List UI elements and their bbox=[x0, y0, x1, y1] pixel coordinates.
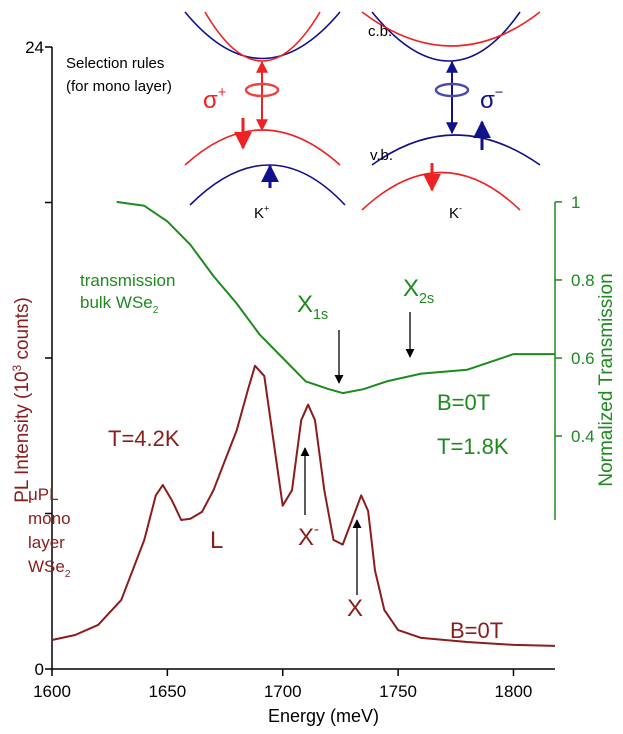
annotation-sub: 1s bbox=[313, 307, 328, 323]
x-tick-label: 1750 bbox=[379, 682, 417, 701]
annotation-sup: − bbox=[495, 85, 503, 101]
annotation-text: bulk WSe bbox=[80, 293, 153, 312]
annotation: X1s bbox=[297, 291, 328, 323]
annotation-text: T=1.8K bbox=[437, 434, 509, 459]
y2-tick-label: 1 bbox=[571, 193, 580, 212]
x-tick-label: 1600 bbox=[33, 682, 71, 701]
annotation-text: X bbox=[297, 291, 313, 318]
annotation: transmission bbox=[80, 271, 175, 290]
annotation-text: X bbox=[347, 595, 363, 622]
annotation: mono bbox=[28, 509, 71, 528]
annotation: σ− bbox=[480, 85, 503, 114]
annotation: K+ bbox=[254, 203, 269, 222]
y2-tick-label: 0.4 bbox=[571, 427, 595, 446]
annotation-sub: 2s bbox=[419, 291, 434, 307]
annotation-text: c.b. bbox=[368, 23, 392, 40]
annotation-text: Selection rules bbox=[66, 55, 164, 72]
y-axis-label-text: PL Intensity (10 bbox=[12, 371, 33, 502]
annotation: B=0T bbox=[450, 618, 503, 643]
annotation-text: v.b. bbox=[370, 147, 393, 164]
annotation: c.b. bbox=[368, 23, 392, 40]
annotation: K- bbox=[449, 203, 462, 222]
annotation-text: σ bbox=[203, 87, 218, 114]
annotation: WSe2 bbox=[28, 557, 71, 580]
x-tick-label: 1800 bbox=[495, 682, 533, 701]
annotation-text: B=0T bbox=[450, 618, 503, 643]
annotation-text: K bbox=[449, 205, 459, 222]
annotation-sub: 2 bbox=[153, 305, 159, 316]
annotation: μPL bbox=[28, 485, 59, 504]
data-line bbox=[51, 364, 556, 647]
annotation-text: μPL bbox=[28, 485, 59, 504]
annotation: T=1.8K bbox=[437, 434, 509, 459]
data-line bbox=[116, 200, 555, 395]
annotation: layer bbox=[28, 533, 65, 552]
annotation: σ+ bbox=[203, 85, 226, 114]
annotation-sup: - bbox=[314, 522, 319, 538]
y-axis-label-after: counts) bbox=[12, 297, 33, 365]
selection-rules-inset bbox=[184, 11, 541, 211]
annotation-text: transmission bbox=[80, 271, 175, 290]
annotation-sub: 2 bbox=[65, 569, 71, 580]
annotation: X2s bbox=[403, 275, 434, 307]
annotation-sup: + bbox=[218, 85, 226, 101]
annotation-text: (for mono layer) bbox=[66, 78, 172, 95]
annotation-text: X bbox=[403, 275, 419, 302]
annotation: L bbox=[210, 527, 223, 554]
annotation: Selection rules bbox=[66, 55, 164, 72]
annotation-text: WSe bbox=[28, 557, 65, 576]
annotation: v.b. bbox=[370, 147, 393, 164]
y-tick-label: 24 bbox=[25, 38, 44, 57]
annotation-text: T=4.2K bbox=[108, 426, 180, 451]
annotation: bulk WSe2 bbox=[80, 293, 159, 316]
annotation-sup: - bbox=[459, 203, 462, 213]
annotation-sup: + bbox=[264, 203, 269, 213]
annotation: X bbox=[347, 595, 363, 622]
annotation: B=0T bbox=[437, 390, 490, 415]
y2-tick-label: 0.6 bbox=[571, 349, 595, 368]
annotation-text: layer bbox=[28, 533, 65, 552]
x-tick-label: 1650 bbox=[148, 682, 186, 701]
y-tick-label: 0 bbox=[35, 660, 44, 679]
annotation-text: B=0T bbox=[437, 390, 490, 415]
annotation-text: mono bbox=[28, 509, 71, 528]
annotation-text: L bbox=[210, 527, 223, 554]
y-axis-label: PL Intensity (103 counts) bbox=[10, 297, 33, 503]
annotation-text: K bbox=[254, 205, 264, 222]
annotation: T=4.2K bbox=[108, 426, 180, 451]
y2-axis-label: Normalized Transmission bbox=[596, 273, 617, 486]
y2-tick-label: 0.8 bbox=[571, 271, 595, 290]
y-axis-label-sup: 3 bbox=[10, 364, 24, 371]
annotation: X- bbox=[298, 522, 319, 551]
annotation: (for mono layer) bbox=[66, 78, 172, 95]
annotation-text: σ bbox=[480, 87, 495, 114]
x-axis-label: Energy (meV) bbox=[268, 706, 379, 726]
x-tick-label: 1700 bbox=[264, 682, 302, 701]
annotation-text: X bbox=[298, 524, 314, 551]
